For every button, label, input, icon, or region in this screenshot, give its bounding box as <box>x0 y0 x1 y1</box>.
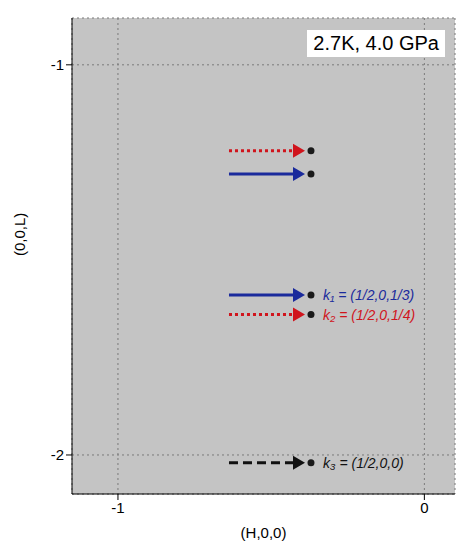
svg-text:-1: -1 <box>111 499 124 516</box>
svg-text:k₃ = (1/2,0,0): k₃ = (1/2,0,0) <box>323 455 404 471</box>
svg-text:k₂ = (1/2,0,1/4): k₂ = (1/2,0,1/4) <box>323 307 415 323</box>
svg-text:-1: -1 <box>51 56 64 73</box>
svg-text:k₁ = (1/2,0,1/3): k₁ = (1/2,0,1/3) <box>323 287 414 303</box>
svg-text:(H,0,0): (H,0,0) <box>241 524 287 541</box>
html-text:2.7K, 4.0 GPa: 2.7K, 4.0 GPa <box>313 32 439 54</box>
svg-text:0: 0 <box>420 499 428 516</box>
svg-text:(0,0,L): (0,0,L) <box>11 213 28 256</box>
svg-text:-2: -2 <box>51 446 64 463</box>
